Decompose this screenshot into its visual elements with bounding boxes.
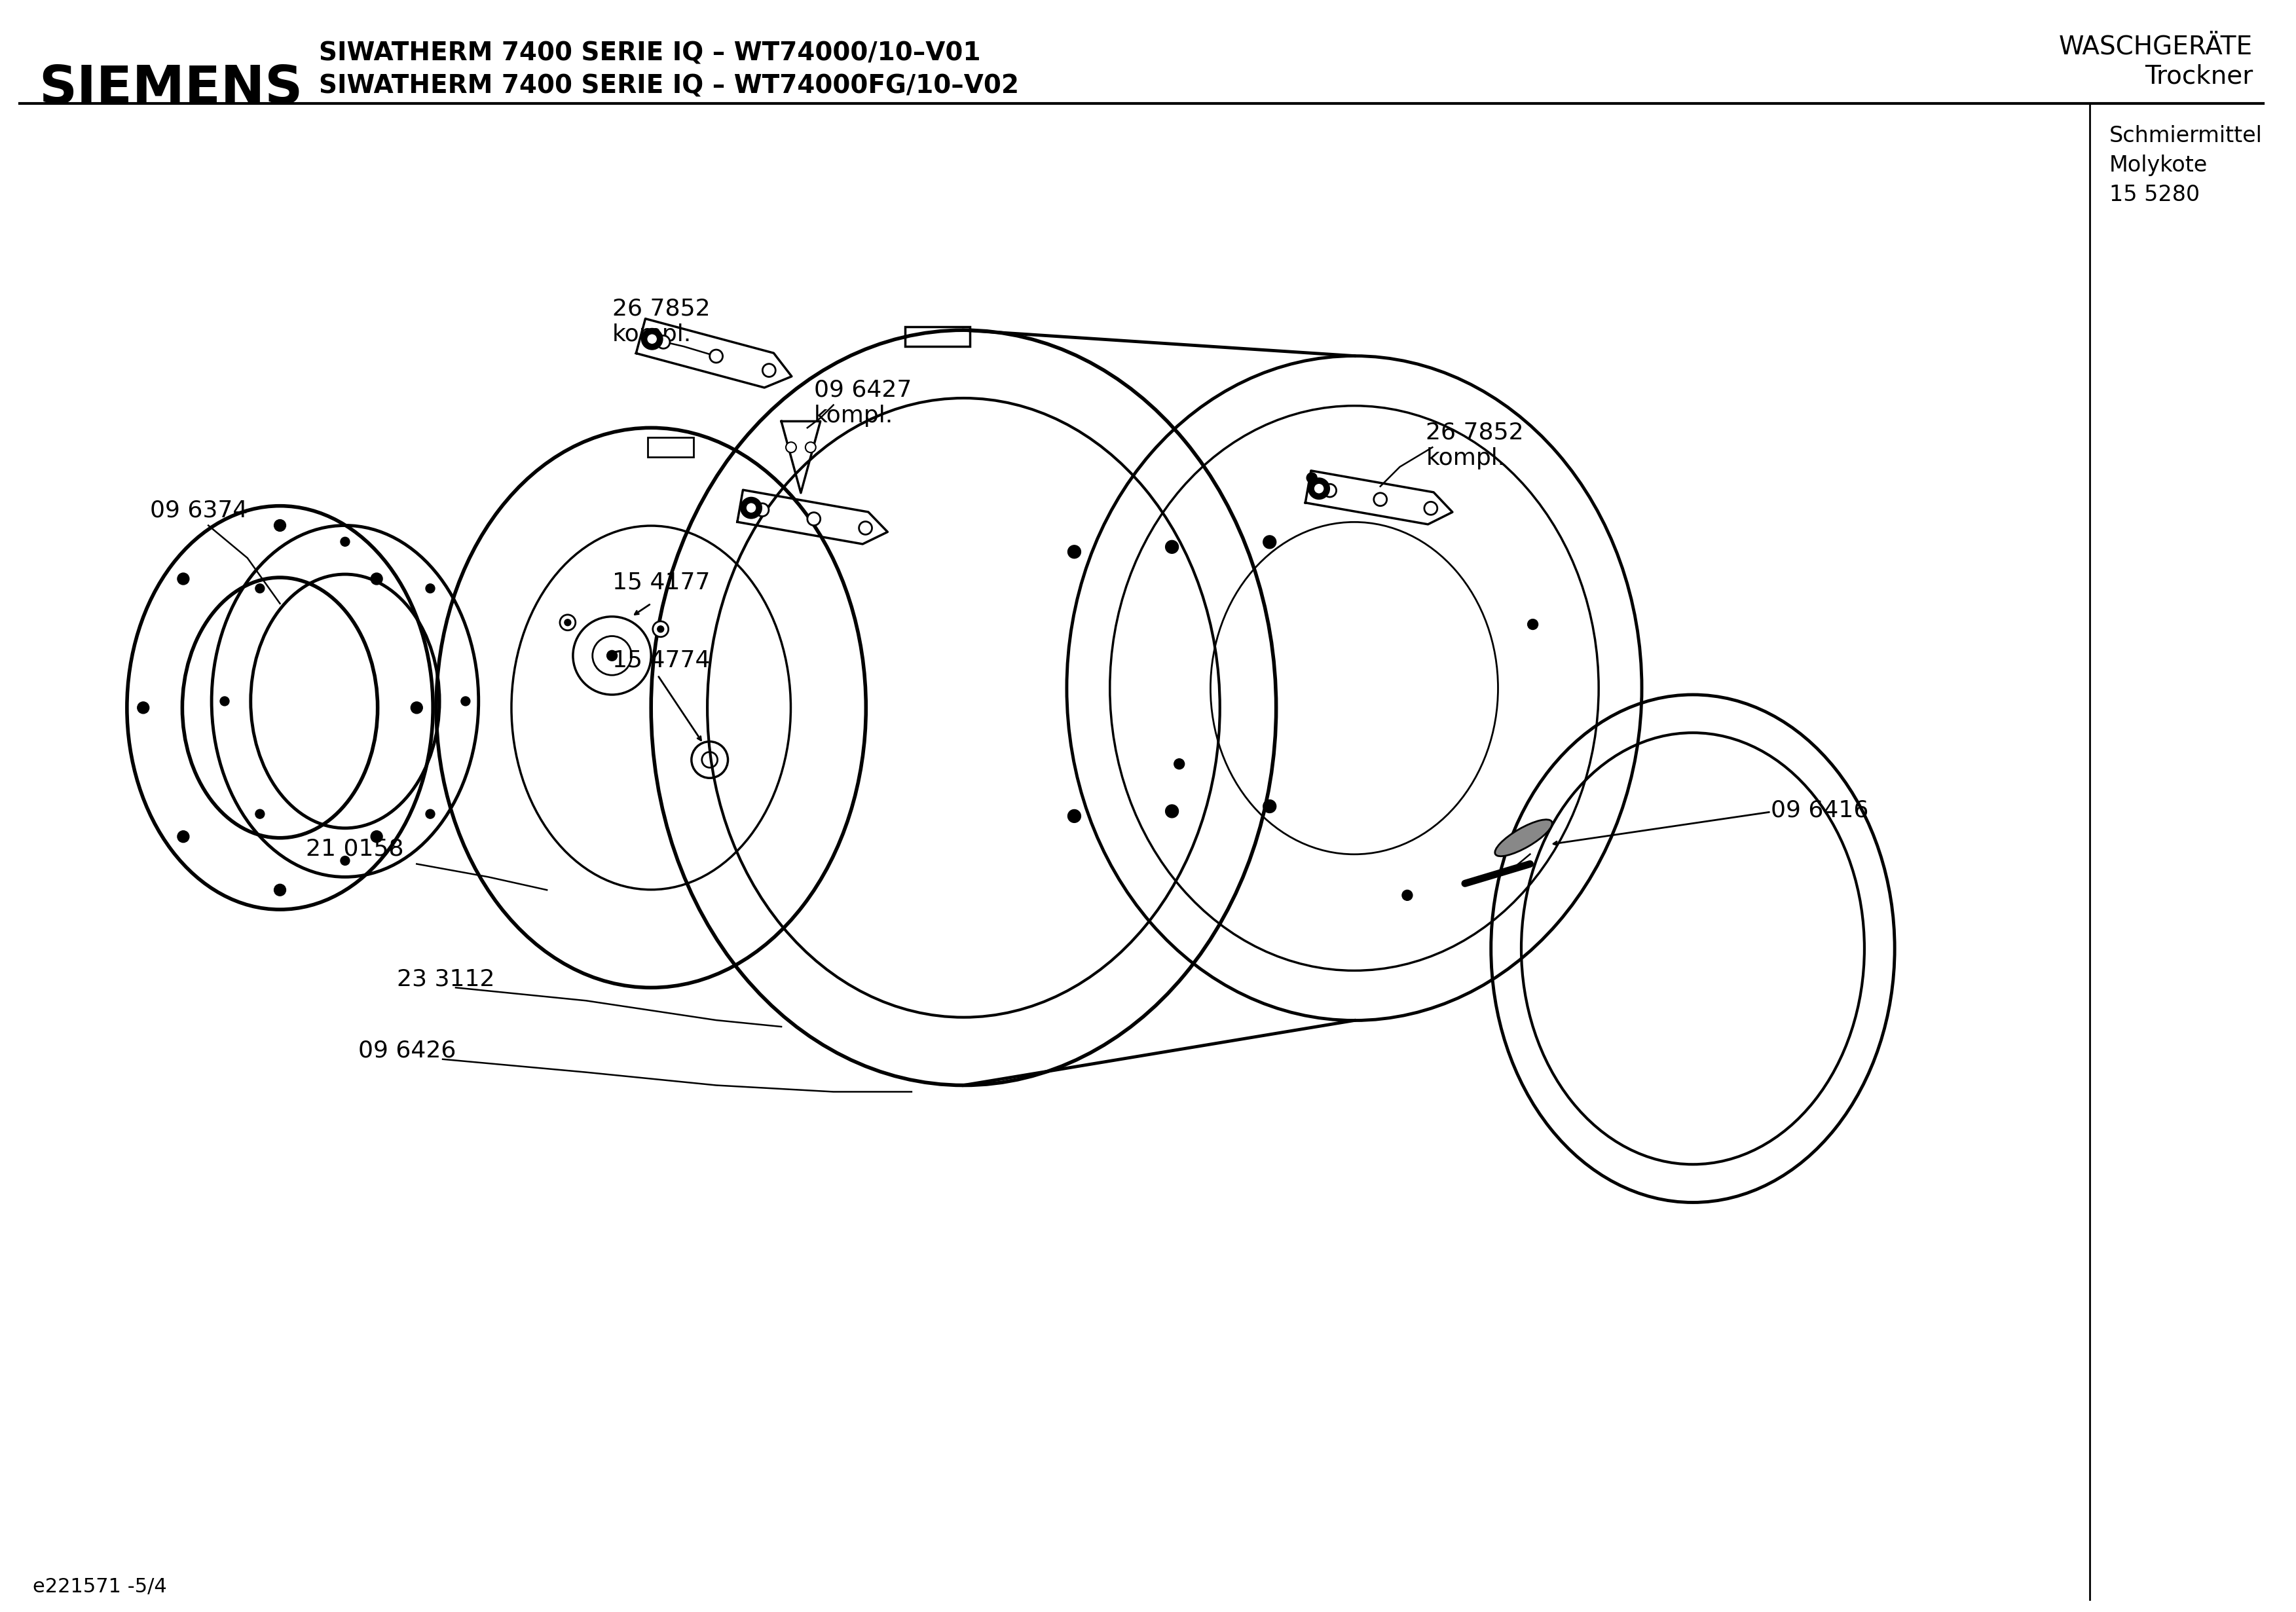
Circle shape — [1166, 540, 1178, 553]
Circle shape — [340, 537, 349, 546]
Circle shape — [370, 572, 383, 585]
Circle shape — [255, 584, 264, 593]
Circle shape — [370, 830, 383, 843]
Circle shape — [1068, 545, 1081, 558]
Text: SIWATHERM 7400 SERIE IQ – WT74000FG/10–V02: SIWATHERM 7400 SERIE IQ – WT74000FG/10–V… — [319, 74, 1019, 98]
Circle shape — [1403, 890, 1412, 901]
Circle shape — [806, 442, 815, 453]
Circle shape — [1263, 800, 1277, 812]
Circle shape — [565, 619, 572, 625]
Circle shape — [755, 503, 769, 516]
Circle shape — [657, 625, 664, 632]
Text: e221571 -5/4: e221571 -5/4 — [32, 1577, 168, 1596]
Text: 09 6426: 09 6426 — [358, 1040, 457, 1062]
Bar — [647, 437, 693, 458]
Circle shape — [1309, 479, 1329, 500]
Circle shape — [425, 584, 434, 593]
Circle shape — [461, 696, 471, 706]
Text: 26 7852
kompl.: 26 7852 kompl. — [1426, 421, 1525, 469]
Circle shape — [411, 701, 422, 714]
Circle shape — [220, 696, 230, 706]
Circle shape — [273, 883, 285, 896]
Text: 15 5280: 15 5280 — [2110, 184, 2200, 205]
Circle shape — [1527, 619, 1538, 630]
Ellipse shape — [1495, 819, 1552, 856]
Text: Trockner: Trockner — [2144, 64, 2252, 89]
Text: Molykote: Molykote — [2110, 155, 2209, 176]
Circle shape — [859, 522, 872, 535]
Circle shape — [177, 830, 188, 843]
Text: 09 6427
kompl.: 09 6427 kompl. — [813, 379, 912, 427]
Circle shape — [255, 809, 264, 819]
Circle shape — [1322, 484, 1336, 496]
Circle shape — [273, 519, 285, 532]
Circle shape — [1424, 501, 1437, 514]
Circle shape — [647, 334, 657, 345]
Circle shape — [742, 498, 762, 519]
Circle shape — [746, 503, 755, 513]
Circle shape — [762, 364, 776, 377]
Text: Schmiermittel: Schmiermittel — [2110, 126, 2262, 147]
Text: 21 0158: 21 0158 — [305, 838, 404, 861]
Text: 09 6374: 09 6374 — [149, 500, 248, 522]
Text: 15 4177: 15 4177 — [613, 571, 709, 593]
Text: 15 4774: 15 4774 — [613, 650, 709, 671]
Circle shape — [652, 621, 668, 637]
Circle shape — [560, 614, 576, 630]
Bar — [905, 327, 971, 347]
Circle shape — [138, 701, 149, 714]
Circle shape — [657, 335, 670, 348]
Circle shape — [177, 572, 188, 585]
Text: SIEMENS: SIEMENS — [39, 64, 303, 114]
Circle shape — [808, 513, 820, 526]
Circle shape — [1173, 759, 1185, 769]
Text: WASCHGERÄTE: WASCHGERÄTE — [2060, 34, 2252, 60]
Circle shape — [1306, 472, 1318, 484]
Circle shape — [340, 856, 349, 866]
Text: 23 3112: 23 3112 — [397, 969, 496, 990]
Circle shape — [641, 329, 664, 350]
Text: SIWATHERM 7400 SERIE IQ – WT74000/10–V01: SIWATHERM 7400 SERIE IQ – WT74000/10–V01 — [319, 40, 980, 66]
Text: 09 6416: 09 6416 — [1770, 800, 1869, 821]
Circle shape — [1166, 804, 1178, 817]
Circle shape — [425, 809, 434, 819]
Circle shape — [1068, 809, 1081, 822]
Circle shape — [1373, 493, 1387, 506]
Text: 26 7852
kompl.: 26 7852 kompl. — [613, 298, 709, 345]
Circle shape — [1313, 484, 1325, 493]
Circle shape — [709, 350, 723, 363]
Circle shape — [785, 442, 797, 453]
Circle shape — [1263, 535, 1277, 548]
Circle shape — [606, 650, 618, 661]
